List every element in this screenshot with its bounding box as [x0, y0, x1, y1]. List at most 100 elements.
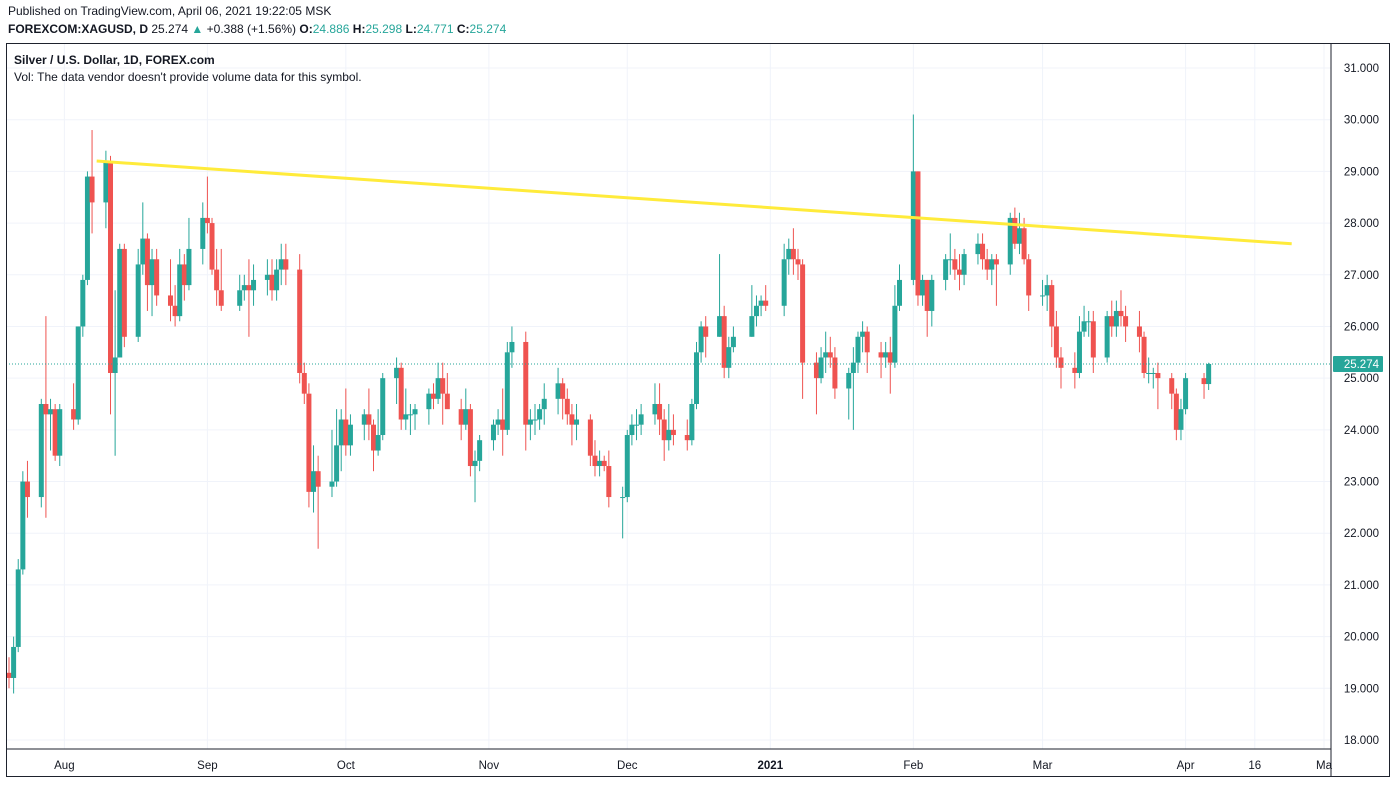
- candle: [574, 404, 580, 441]
- trendline: [96, 159, 1292, 246]
- candle-body: [89, 176, 95, 203]
- candle: [347, 414, 353, 456]
- candle-body: [149, 259, 155, 286]
- triangle-up-icon: ▲: [191, 22, 204, 36]
- candle: [440, 362, 446, 425]
- candle-body: [52, 409, 58, 456]
- candle: [80, 274, 86, 337]
- candle-body: [103, 161, 109, 203]
- candle-body: [947, 259, 953, 261]
- candle: [177, 248, 183, 322]
- candle: [84, 171, 90, 286]
- candle: [1058, 347, 1064, 389]
- candle-body: [666, 429, 672, 441]
- candle: [813, 352, 819, 415]
- candle-body: [6, 672, 12, 678]
- y-tick-label: 25.000: [1344, 373, 1379, 385]
- candle: [684, 419, 690, 451]
- candle-body: [472, 460, 478, 467]
- candle-body: [181, 264, 187, 286]
- candle-body: [241, 285, 247, 291]
- y-tick-label: 23.000: [1344, 477, 1379, 489]
- candle: [108, 155, 114, 415]
- candle-body: [629, 424, 635, 436]
- candle: [48, 398, 54, 451]
- candle: [1072, 352, 1078, 389]
- candle: [246, 259, 252, 337]
- candle: [961, 248, 967, 286]
- y-tick-label: 30.000: [1344, 115, 1379, 127]
- candle: [1044, 274, 1050, 311]
- candle: [661, 409, 667, 461]
- candle-body: [790, 248, 796, 260]
- candle: [375, 409, 381, 456]
- candle-body: [781, 259, 787, 306]
- candle: [1206, 362, 1212, 390]
- candle-body: [269, 274, 275, 291]
- candle: [15, 559, 21, 653]
- symbol-label: FOREXCOM:XAGUSD, D: [8, 22, 149, 36]
- chart-frame: [6, 43, 1390, 777]
- candle: [154, 248, 160, 306]
- candle: [1123, 305, 1129, 342]
- candle-body: [910, 171, 916, 280]
- candle-body: [993, 259, 999, 265]
- candle: [477, 435, 483, 472]
- y-tick-label: 20.000: [1344, 632, 1379, 644]
- candle: [117, 243, 123, 358]
- candle: [1178, 398, 1184, 441]
- candle-body: [495, 419, 501, 425]
- price-chart[interactable]: 18.000 19.000 20.000 21.000 22.000 23.000 24.0…: [6, 43, 1390, 777]
- candle-body: [606, 466, 612, 498]
- candle: [956, 254, 962, 291]
- candle-body: [1173, 393, 1179, 430]
- candle: [929, 274, 935, 327]
- candle: [172, 285, 178, 327]
- candle: [984, 248, 990, 280]
- candle: [1040, 279, 1046, 306]
- candle: [993, 254, 999, 306]
- candle: [334, 409, 340, 487]
- candle: [1141, 331, 1147, 379]
- candle: [897, 264, 903, 311]
- candle: [458, 398, 464, 441]
- candle: [38, 398, 44, 508]
- candle: [597, 450, 603, 477]
- candle: [403, 388, 409, 430]
- x-tick-label: 2021: [758, 760, 784, 772]
- candle: [864, 326, 870, 373]
- candle-body: [311, 471, 317, 492]
- candle-body: [315, 471, 321, 487]
- candle: [975, 233, 981, 265]
- candle: [251, 264, 257, 306]
- candle: [490, 419, 496, 451]
- candle-body: [80, 279, 86, 327]
- candle: [504, 341, 510, 436]
- candle-body: [1141, 336, 1147, 373]
- candle-body: [961, 254, 967, 275]
- candle-body: [883, 352, 889, 358]
- candle-body: [412, 409, 418, 415]
- candle-body: [1169, 378, 1175, 394]
- candle-body: [177, 264, 183, 317]
- candle-body: [800, 264, 806, 363]
- candle: [634, 409, 640, 441]
- candle: [1076, 316, 1082, 379]
- candle-body: [274, 269, 280, 291]
- candle: [606, 450, 612, 508]
- x-tick-label: 16: [1248, 760, 1261, 772]
- candle-body: [1178, 409, 1184, 430]
- published-caption: Published on TradingView.com, April 06, …: [8, 4, 332, 18]
- price-axis: 18.000 19.000 20.000 21.000 22.000 23.000 24.0…: [1344, 63, 1379, 747]
- candle: [569, 404, 575, 446]
- candle-body: [246, 285, 252, 291]
- candle: [1104, 310, 1110, 363]
- candle: [394, 357, 400, 404]
- candle-body: [334, 445, 340, 482]
- y-tick-label: 21.000: [1344, 580, 1379, 592]
- candle-body: [144, 238, 150, 286]
- candle-body: [430, 393, 436, 399]
- candle: [343, 388, 349, 456]
- candle-body: [864, 331, 870, 353]
- candle: [103, 150, 109, 229]
